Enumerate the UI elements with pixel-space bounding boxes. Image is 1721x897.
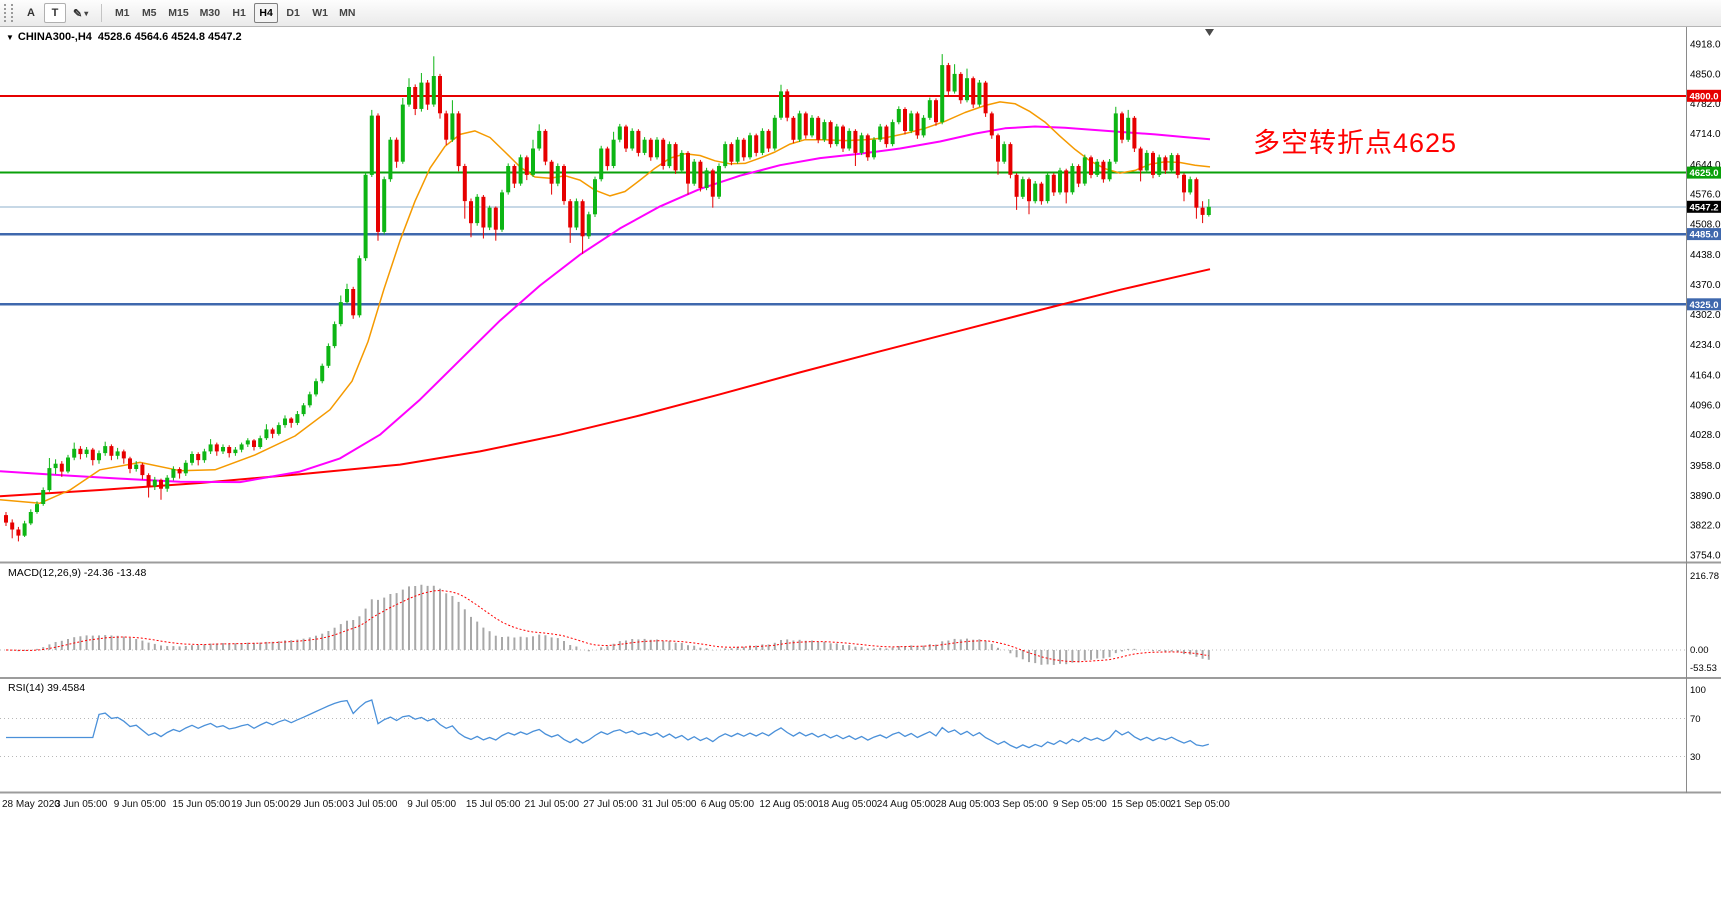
price-tick-label: 4782.0 [1690,99,1721,110]
time-tick-label: 3 Jun 05:00 [55,799,108,810]
time-tick-label: 27 Jul 05:00 [583,799,638,810]
chevron-down-icon: ▾ [84,8,89,18]
macd-panel[interactable] [0,584,1686,665]
time-tick-label: 19 Jun 05:00 [231,799,289,810]
time-tick-label: 21 Jul 05:00 [525,799,580,810]
price-tick-label: 4850.0 [1690,69,1721,80]
time-tick-label: 31 Jul 05:00 [642,799,697,810]
indicator-axis-labels: 216.78 0.00 -53.53 100 70 30 [1690,571,1719,763]
price-tick-label: 4234.0 [1690,340,1721,351]
rsi-axis-label: 100 [1690,685,1706,696]
price-badge-4625.0 [1687,166,1721,179]
price-tick-label: 4918.0 [1690,40,1721,51]
price-tick-label: 4438.0 [1690,250,1721,261]
rsi-axis-label: 30 [1690,752,1701,763]
time-tick-label: 28 May 2020 [2,799,60,810]
rsi-line [6,699,1209,749]
ma-fast-orange-line [0,101,1211,504]
rsi-axis-label: 70 [1690,714,1701,725]
price-tick-label: 4576.0 [1690,190,1721,201]
right-shift-marker-icon[interactable] [1205,29,1214,36]
price-badge-4325.0 [1687,298,1721,311]
macd-indicator-title: MACD(12,26,9) -24.36 -13.48 [8,567,147,579]
price-tick-label: 4370.0 [1690,280,1721,291]
ma-slow-red-line [0,268,1211,498]
chart-ohlc-readout: 4528.6 4564.6 4524.8 4547.2 [97,31,242,43]
rsi-indicator-title: RSI(14) 39.4584 [8,682,86,694]
draw-tools-button[interactable]: ✎ ▾ [68,3,93,23]
timeframe-button-h4[interactable]: H4 [254,3,279,23]
panel-separators [0,561,1721,794]
price-tick-label: 4714.0 [1690,129,1721,140]
price-tick-label: 4096.0 [1690,400,1721,411]
price-tick-label: 4302.0 [1690,310,1721,321]
timeframe-button-m1[interactable]: M1 [110,3,134,23]
svg-text:4547.2: 4547.2 [1689,202,1718,213]
price-tick-label: 3958.0 [1690,461,1721,472]
timeframe-button-d1[interactable]: D1 [281,3,305,23]
macd-axis-label: 0.00 [1690,645,1709,656]
price-axis[interactable]: 4918.0 4850.0 4782.0 4714.0 4644.0 4576.0 4508… [1686,27,1721,793]
text-label-tool-button[interactable]: A [20,3,42,23]
price-tick-label: 4028.0 [1690,430,1721,441]
horizontal-level-lines [0,94,1686,306]
price-chart-canvas[interactable]: 4918.0 4850.0 4782.0 4714.0 4644.0 4576.0 4508… [0,27,1721,897]
time-tick-label: 9 Sep 05:00 [1053,799,1107,810]
time-tick-label: 12 Aug 05:00 [759,799,818,810]
toolbar: A T ✎ ▾ M1 M5 M15 M30 H1 H4 D1 W1 MN [0,0,1721,27]
time-tick-label: 28 Aug 05:00 [936,799,995,810]
time-tick-label: 9 Jun 05:00 [114,799,167,810]
timeframe-button-m5[interactable]: M5 [137,3,161,23]
svg-text:4325.0: 4325.0 [1689,300,1718,311]
price-tick-label: 3822.0 [1690,521,1721,532]
time-tick-label: 29 Jun 05:00 [290,799,348,810]
price-badge-4485.0 [1687,228,1721,241]
time-tick-label: 3 Sep 05:00 [994,799,1048,810]
timeframe-group: M1 M5 M15 M30 H1 H4 D1 W1 MN [110,3,359,23]
time-tick-label: 3 Jul 05:00 [349,799,398,810]
toolbar-drag-handle[interactable] [4,4,13,22]
price-tick-label: 3890.0 [1690,491,1721,502]
moving-averages-layer [0,101,1211,504]
symbol-list-icon[interactable]: ▼ [6,33,14,42]
time-tick-label: 15 Jun 05:00 [172,799,230,810]
macd-axis-label: 216.78 [1690,571,1719,582]
svg-text:4800.0: 4800.0 [1689,91,1718,102]
rsi-panel[interactable] [0,699,1686,757]
chart-symbol-period: CHINA300-,H4 [17,31,92,43]
macd-signal-line [5,589,1209,663]
time-tick-label: 24 Aug 05:00 [877,799,936,810]
price-badge-4800.0 [1687,89,1721,102]
time-tick-label: 18 Aug 05:00 [818,799,877,810]
svg-text:4625.0: 4625.0 [1689,168,1718,179]
time-tick-label: 9 Jul 05:00 [407,799,456,810]
timeframe-button-w1[interactable]: W1 [308,3,332,23]
candles-layer[interactable] [4,54,1211,542]
svg-text:4485.0: 4485.0 [1689,230,1718,241]
chart-title: ▼ CHINA300-,H4 4528.6 4564.6 4524.8 4547.2 [6,31,242,43]
price-tick-label: 3754.0 [1690,551,1721,562]
toolbar-separator [101,4,103,22]
time-tick-label: 21 Sep 05:00 [1170,799,1230,810]
text-tool-button[interactable]: T [44,3,66,23]
chart-annotation-text[interactable]: 多空转折点4625 [1253,128,1458,158]
time-tick-label: 6 Aug 05:00 [701,799,755,810]
timeframe-button-m30[interactable]: M30 [196,3,224,23]
price-tick-label: 4644.0 [1690,160,1721,171]
price-tick-label: 4164.0 [1690,371,1721,382]
timeframe-button-h1[interactable]: H1 [227,3,251,23]
time-tick-label: 15 Jul 05:00 [466,799,521,810]
timeframe-button-mn[interactable]: MN [335,3,359,23]
pencil-icon: ✎ [73,7,83,20]
price-badge-4547.2 [1687,200,1721,213]
price-tick-label: 4508.0 [1690,220,1721,231]
chart-window[interactable]: 4918.0 4850.0 4782.0 4714.0 4644.0 4576.0 4508… [0,27,1721,897]
time-tick-label: 15 Sep 05:00 [1112,799,1172,810]
timeframe-button-m15[interactable]: M15 [164,3,192,23]
macd-axis-label: -53.53 [1690,663,1717,674]
